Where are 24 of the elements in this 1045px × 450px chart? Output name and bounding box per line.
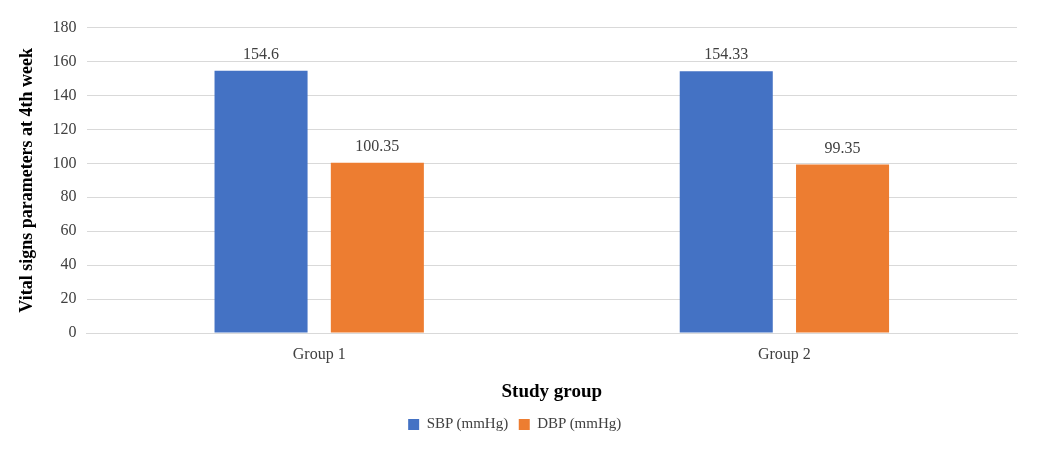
bar — [679, 71, 773, 333]
y-tick-label: 20 — [60, 289, 77, 307]
x-axis-title: Study group — [501, 379, 603, 401]
y-tick-label: 0 — [68, 323, 77, 341]
y-tick-label: 140 — [52, 85, 77, 103]
legend-label: SBP (mmHg) — [426, 415, 509, 433]
x-tick-label: Group 1 — [292, 344, 346, 363]
data-label: 100.35 — [355, 136, 400, 154]
data-label: 154.6 — [243, 44, 280, 62]
y-tick-label: 180 — [52, 17, 77, 35]
x-tick-label: Group 2 — [757, 344, 811, 363]
y-tick-label: 120 — [52, 119, 77, 137]
bar — [796, 164, 890, 333]
data-label: 99.35 — [824, 138, 861, 156]
data-label: 154.33 — [704, 45, 749, 63]
y-tick-label: 60 — [60, 221, 77, 239]
y-tick-label: 40 — [60, 255, 77, 273]
bar — [214, 70, 308, 333]
y-tick-label: 160 — [52, 51, 77, 69]
y-axis-title: Vital signs parameters at 4th week — [16, 47, 37, 313]
y-tick-label: 100 — [52, 153, 77, 171]
bar — [330, 162, 424, 333]
y-tick-label: 80 — [60, 187, 77, 205]
legend-label: DBP (mmHg) — [537, 415, 622, 433]
